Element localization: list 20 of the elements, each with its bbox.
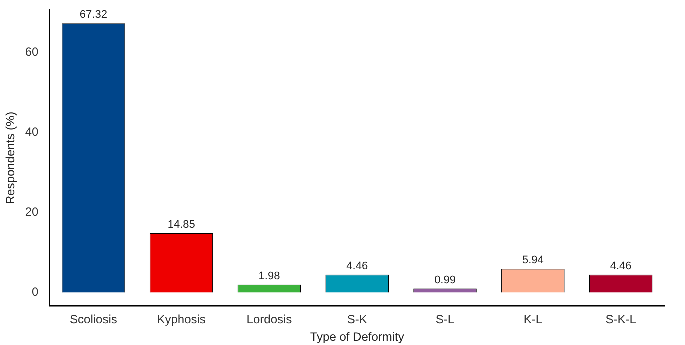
x-tick-label: S-L: [436, 312, 455, 327]
x-tick-label: Lordosis: [246, 312, 292, 327]
y-tick-label: 40: [25, 125, 40, 140]
y-tick-label: 60: [25, 45, 40, 60]
y-axis-title: Respondents (%): [4, 112, 18, 205]
data-label: 67.32: [80, 9, 108, 22]
data-label: 14.85: [168, 218, 196, 231]
x-tick-label: Kyphosis: [157, 312, 206, 327]
y-tick-label: 0: [32, 285, 40, 300]
x-axis-title: Type of Deformity: [310, 330, 404, 344]
data-label: 5.94: [522, 254, 544, 267]
data-label: 0.99: [434, 274, 456, 286]
data-label: 4.46: [610, 260, 632, 272]
data-label: 1.98: [258, 270, 280, 282]
x-tick-label: S-K-L: [606, 312, 637, 327]
x-tick-label: K-L: [524, 312, 543, 327]
y-tick-label: 20: [25, 205, 40, 220]
x-tick-label: S-K: [347, 312, 368, 327]
x-tick-label: Scoliosis: [70, 312, 118, 327]
data-label: 4.46: [346, 260, 368, 272]
